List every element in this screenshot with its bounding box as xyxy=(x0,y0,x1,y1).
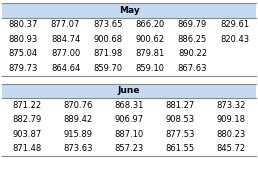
Text: 886.25: 886.25 xyxy=(178,35,207,44)
Text: 859.10: 859.10 xyxy=(136,64,165,73)
Text: 866.20: 866.20 xyxy=(135,20,165,29)
Text: 870.76: 870.76 xyxy=(63,101,93,110)
Text: 873.32: 873.32 xyxy=(216,101,245,110)
Text: 877.07: 877.07 xyxy=(51,20,80,29)
Text: June: June xyxy=(118,86,140,95)
Text: 889.42: 889.42 xyxy=(64,115,93,124)
Text: May: May xyxy=(119,6,139,15)
Text: 900.62: 900.62 xyxy=(136,35,165,44)
Text: 887.10: 887.10 xyxy=(114,130,144,139)
Text: 864.64: 864.64 xyxy=(51,64,80,73)
Text: 903.87: 903.87 xyxy=(13,130,42,139)
Text: 881.27: 881.27 xyxy=(165,101,195,110)
Text: 873.63: 873.63 xyxy=(63,144,93,153)
Text: 890.22: 890.22 xyxy=(178,49,207,58)
Bar xyxy=(2,83,256,98)
Text: 879.81: 879.81 xyxy=(135,49,165,58)
Text: 820.43: 820.43 xyxy=(220,35,249,44)
Text: 829.61: 829.61 xyxy=(220,20,249,29)
Text: 884.74: 884.74 xyxy=(51,35,80,44)
Text: 877.53: 877.53 xyxy=(165,130,195,139)
Text: 880.23: 880.23 xyxy=(216,130,245,139)
Text: 915.89: 915.89 xyxy=(64,130,93,139)
Text: 871.98: 871.98 xyxy=(93,49,123,58)
Text: 909.18: 909.18 xyxy=(216,115,245,124)
Text: 868.31: 868.31 xyxy=(114,101,144,110)
Text: 859.70: 859.70 xyxy=(93,64,122,73)
Text: 867.63: 867.63 xyxy=(178,64,207,73)
Text: 880.93: 880.93 xyxy=(9,35,38,44)
Text: 900.68: 900.68 xyxy=(93,35,122,44)
Text: 877.00: 877.00 xyxy=(51,49,80,58)
Text: 875.04: 875.04 xyxy=(9,49,38,58)
Text: 861.55: 861.55 xyxy=(165,144,194,153)
Text: 879.73: 879.73 xyxy=(9,64,38,73)
Text: 908.53: 908.53 xyxy=(165,115,194,124)
Text: 873.65: 873.65 xyxy=(93,20,123,29)
Text: 857.23: 857.23 xyxy=(114,144,144,153)
Text: 871.48: 871.48 xyxy=(13,144,42,153)
Text: 880.37: 880.37 xyxy=(9,20,38,29)
Text: 871.22: 871.22 xyxy=(13,101,42,110)
Text: 869.79: 869.79 xyxy=(178,20,207,29)
Text: 882.79: 882.79 xyxy=(13,115,42,124)
Text: 845.72: 845.72 xyxy=(216,144,245,153)
Text: 906.97: 906.97 xyxy=(115,115,143,124)
Bar xyxy=(2,3,256,17)
